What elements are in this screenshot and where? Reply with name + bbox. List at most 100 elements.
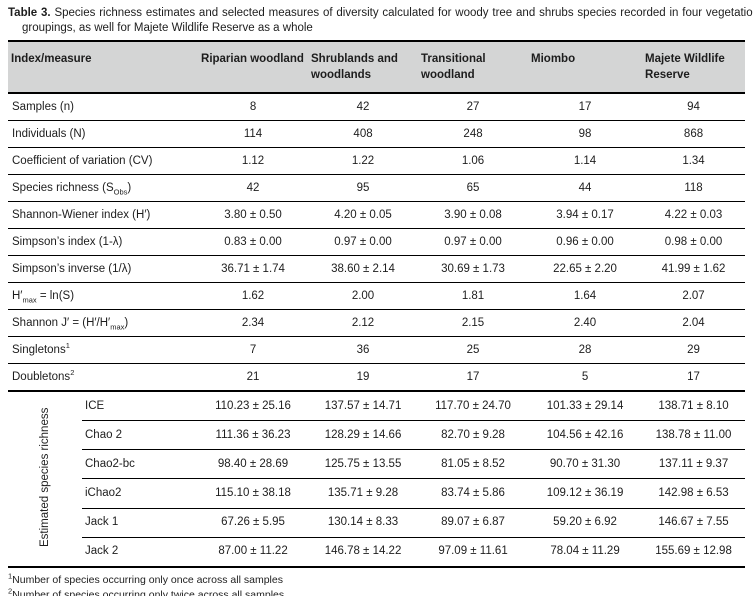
cell-value: 155.69 ± 12.98 [642, 537, 746, 568]
row-label: Jack 2 [82, 537, 199, 568]
cell-value: 1.81 [418, 282, 529, 310]
cell-value: 78.04 ± 11.29 [528, 537, 643, 568]
footnote-2-text: Number of species occurring only twice a… [12, 589, 285, 596]
table-caption-label: Table 3. [8, 7, 51, 19]
footnote-2: 2Number of species occurring only twice … [8, 586, 745, 596]
cell-value: 130.14 ± 8.33 [308, 508, 419, 538]
table-row: Shannon-Wiener index (H′) 3.80 ± 0.50 4.20… [8, 201, 746, 229]
row-label-text: max [110, 321, 125, 331]
cell-value: 8 [198, 93, 309, 121]
row-label: Coefficient of variation (CV) [8, 147, 199, 175]
cell-value: 138.78 ± 11.00 [642, 420, 746, 451]
cell-value: 248 [418, 120, 529, 148]
row-label: Jack 1 [82, 508, 199, 538]
cell-value: 27 [418, 93, 529, 121]
cell-value: 38.60 ± 2.14 [308, 255, 419, 283]
estimated-group-label-cell: Estimated species richness [8, 391, 82, 567]
cell-value: 1.06 [418, 147, 529, 175]
row-label: Species richness (SObs) [8, 174, 199, 202]
cell-value: 146.67 ± 7.55 [642, 508, 746, 538]
cell-value: 4.20 ± 0.05 [308, 201, 419, 229]
row-label-text: = ln(S) [36, 289, 75, 302]
row-label-text: max [22, 294, 37, 304]
table-row: Jack 1 67.26 ± 5.95 130.14 ± 8.33 89.07 ± 6… [8, 508, 746, 538]
cell-value: 104.56 ± 42.16 [528, 420, 643, 451]
cell-value: 138.71 ± 8.10 [642, 391, 746, 422]
cell-value: 4.22 ± 0.03 [642, 201, 746, 229]
row-label-text: Samples (n) [12, 100, 74, 113]
cell-value: 5 [528, 363, 643, 392]
row-label-text: Species richness (S [12, 181, 114, 194]
row-label: Doubletons2 [8, 363, 199, 392]
table-row: Simpson’s inverse (1/λ) 36.71 ± 1.74 38.60… [8, 255, 746, 283]
row-label: Chao2-bc [82, 449, 199, 480]
cell-value: 2.40 [528, 309, 643, 337]
table-body: Samples (n) 8 42 27 17 94 Individuals (N) 114 40… [8, 93, 746, 568]
cell-value: 146.78 ± 14.22 [308, 537, 419, 568]
cell-value: 29 [642, 336, 746, 364]
footnote-2-marker: 2 [8, 586, 13, 596]
cell-value: 30.69 ± 1.73 [418, 255, 529, 283]
estimated-group-label: Estimated species richness [38, 407, 51, 547]
cell-value: 1.12 [198, 147, 309, 175]
footnote-1-marker: 1 [8, 571, 13, 581]
cell-value: 82.70 ± 9.28 [418, 420, 529, 451]
cell-value: 59.20 ± 6.92 [528, 508, 643, 538]
row-label: ICE [82, 391, 199, 422]
diversity-table: Index/measure Riparian woodland Shrublands… [8, 40, 746, 568]
cell-value: 19 [308, 363, 419, 392]
row-label: Shannon-Wiener index (H′) [8, 201, 199, 229]
cell-value: 28 [528, 336, 643, 364]
table-row: Coefficient of variation (CV) 1.12 1.22 1.0… [8, 147, 746, 175]
cell-value: 0.97 ± 0.00 [308, 228, 419, 256]
table-row: Shannon J′ = (H′/H′max) 2.34 2.12 2.15 2.40 2… [8, 309, 746, 337]
row-label-text: 1 [65, 340, 70, 350]
table-caption: Table 3. Species richness estimates and … [8, 6, 753, 36]
cell-value: 21 [198, 363, 309, 392]
cell-value: 41.99 ± 1.62 [642, 255, 746, 283]
cell-value: 111.36 ± 36.23 [198, 420, 309, 451]
cell-value: 118 [642, 174, 746, 202]
cell-value: 128.29 ± 14.66 [308, 420, 419, 451]
row-label: Simpson’s index (1-λ) [8, 228, 199, 256]
cell-value: 44 [528, 174, 643, 202]
cell-value: 109.12 ± 36.19 [528, 478, 643, 509]
row-label-text: Individuals (N) [12, 127, 86, 140]
cell-value: 3.94 ± 0.17 [528, 201, 643, 229]
row-label-text: ) [127, 181, 132, 194]
row-label: Shannon J′ = (H′/H′max) [8, 309, 199, 337]
column-header-5: Majete Wildlife Reserve [642, 41, 746, 94]
cell-value: 1.62 [198, 282, 309, 310]
cell-value: 2.34 [198, 309, 309, 337]
footnote-1-text: Number of species occurring only once ac… [12, 574, 283, 586]
cell-value: 2.07 [642, 282, 746, 310]
cell-value: 1.34 [642, 147, 746, 175]
cell-value: 1.22 [308, 147, 419, 175]
cell-value: 110.23 ± 25.16 [198, 391, 309, 422]
row-label: Singletons1 [8, 336, 199, 364]
cell-value: 2.00 [308, 282, 419, 310]
cell-value: 65 [418, 174, 529, 202]
cell-value: 1.14 [528, 147, 643, 175]
cell-value: 94 [642, 93, 746, 121]
cell-value: 97.09 ± 11.61 [418, 537, 529, 568]
cell-value: 25 [418, 336, 529, 364]
table-caption-text: Species richness estimates and selected … [22, 7, 753, 34]
table-row: Chao 2 111.36 ± 36.23 128.29 ± 14.66 82.70 … [8, 420, 746, 451]
cell-value: 137.11 ± 9.37 [642, 449, 746, 480]
column-header-2: Shrublands and woodlands [308, 41, 419, 94]
cell-value: 17 [642, 363, 746, 392]
cell-value: 67.26 ± 5.95 [198, 508, 309, 538]
cell-value: 3.80 ± 0.50 [198, 201, 309, 229]
cell-value: 98.40 ± 28.69 [198, 449, 309, 480]
cell-value: 36.71 ± 1.74 [198, 255, 309, 283]
cell-value: 42 [308, 93, 419, 121]
cell-value: 142.98 ± 6.53 [642, 478, 746, 509]
cell-value: 90.70 ± 31.30 [528, 449, 643, 480]
cell-value: 98 [528, 120, 643, 148]
cell-value: 87.00 ± 11.22 [198, 537, 309, 568]
row-label: Chao 2 [82, 420, 199, 451]
table-row: iChao2 115.10 ± 38.18 135.71 ± 9.28 83.74 ±… [8, 478, 746, 509]
cell-value: 2.12 [308, 309, 419, 337]
row-label-text: 2 [70, 367, 75, 377]
